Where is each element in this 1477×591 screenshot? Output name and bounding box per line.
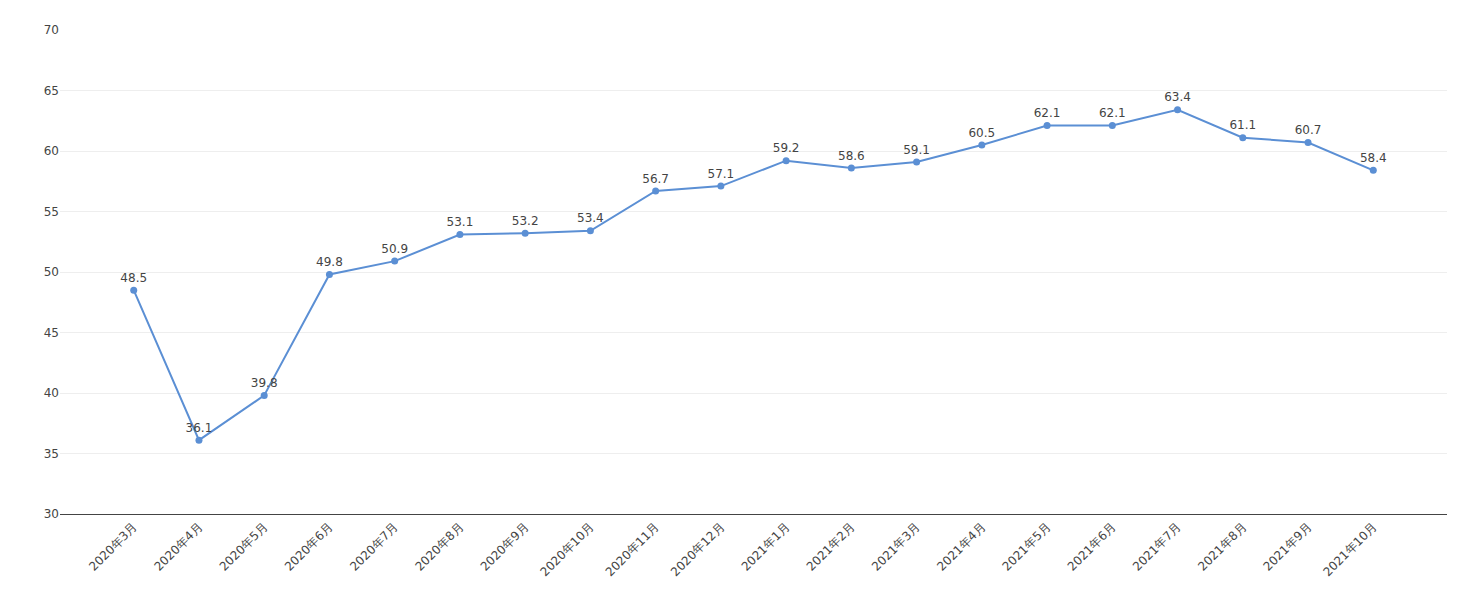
- svg-text:55: 55: [44, 205, 59, 219]
- svg-text:58.4: 58.4: [1360, 151, 1387, 165]
- svg-text:2021年4月: 2021年4月: [934, 520, 988, 574]
- svg-text:36.1: 36.1: [186, 421, 213, 435]
- svg-text:2020年9月: 2020年9月: [478, 520, 532, 574]
- svg-text:40: 40: [44, 386, 59, 400]
- svg-text:2020年8月: 2020年8月: [412, 520, 466, 574]
- svg-text:30: 30: [44, 507, 59, 521]
- svg-text:2021年10月: 2021年10月: [1320, 520, 1379, 579]
- svg-text:2020年7月: 2020年7月: [347, 520, 401, 574]
- svg-text:2021年3月: 2021年3月: [869, 520, 923, 574]
- svg-text:60.7: 60.7: [1295, 123, 1322, 137]
- svg-text:2020年10月: 2020年10月: [537, 520, 596, 579]
- svg-text:65: 65: [44, 84, 59, 98]
- svg-text:53.1: 53.1: [447, 215, 474, 229]
- svg-text:2021年5月: 2021年5月: [1000, 520, 1054, 574]
- svg-text:2021年7月: 2021年7月: [1130, 520, 1184, 574]
- svg-text:60: 60: [44, 144, 59, 158]
- svg-text:62.1: 62.1: [1099, 106, 1126, 120]
- svg-text:50: 50: [44, 265, 59, 279]
- svg-text:50.9: 50.9: [381, 242, 408, 256]
- svg-text:2020年12月: 2020年12月: [668, 520, 727, 579]
- svg-text:59.1: 59.1: [903, 143, 930, 157]
- svg-text:2020年3月: 2020年3月: [86, 520, 140, 574]
- svg-text:61.1: 61.1: [1229, 118, 1256, 132]
- svg-text:48.5: 48.5: [120, 271, 147, 285]
- svg-text:2021年2月: 2021年2月: [804, 520, 858, 574]
- svg-text:60.5: 60.5: [968, 126, 995, 140]
- svg-text:53.4: 53.4: [577, 211, 604, 225]
- svg-text:57.1: 57.1: [708, 167, 735, 181]
- svg-text:45: 45: [44, 326, 59, 340]
- svg-text:2020年6月: 2020年6月: [282, 520, 336, 574]
- svg-text:2020年11月: 2020年11月: [603, 520, 662, 579]
- svg-text:2021年8月: 2021年8月: [1195, 520, 1249, 574]
- svg-text:2020年4月: 2020年4月: [151, 520, 205, 574]
- svg-text:2021年6月: 2021年6月: [1065, 520, 1119, 574]
- svg-text:70: 70: [44, 23, 59, 37]
- svg-text:58.6: 58.6: [838, 149, 865, 163]
- svg-text:2021年1月: 2021年1月: [739, 520, 793, 574]
- svg-text:62.1: 62.1: [1034, 106, 1061, 120]
- svg-text:56.7: 56.7: [642, 172, 669, 186]
- svg-text:63.4: 63.4: [1164, 90, 1191, 104]
- svg-text:49.8: 49.8: [316, 255, 343, 269]
- svg-text:59.2: 59.2: [773, 141, 800, 155]
- svg-text:2021年9月: 2021年9月: [1261, 520, 1315, 574]
- svg-text:2020年5月: 2020年5月: [217, 520, 271, 574]
- svg-text:53.2: 53.2: [512, 214, 539, 228]
- svg-text:35: 35: [44, 447, 59, 461]
- svg-text:39.8: 39.8: [251, 376, 278, 390]
